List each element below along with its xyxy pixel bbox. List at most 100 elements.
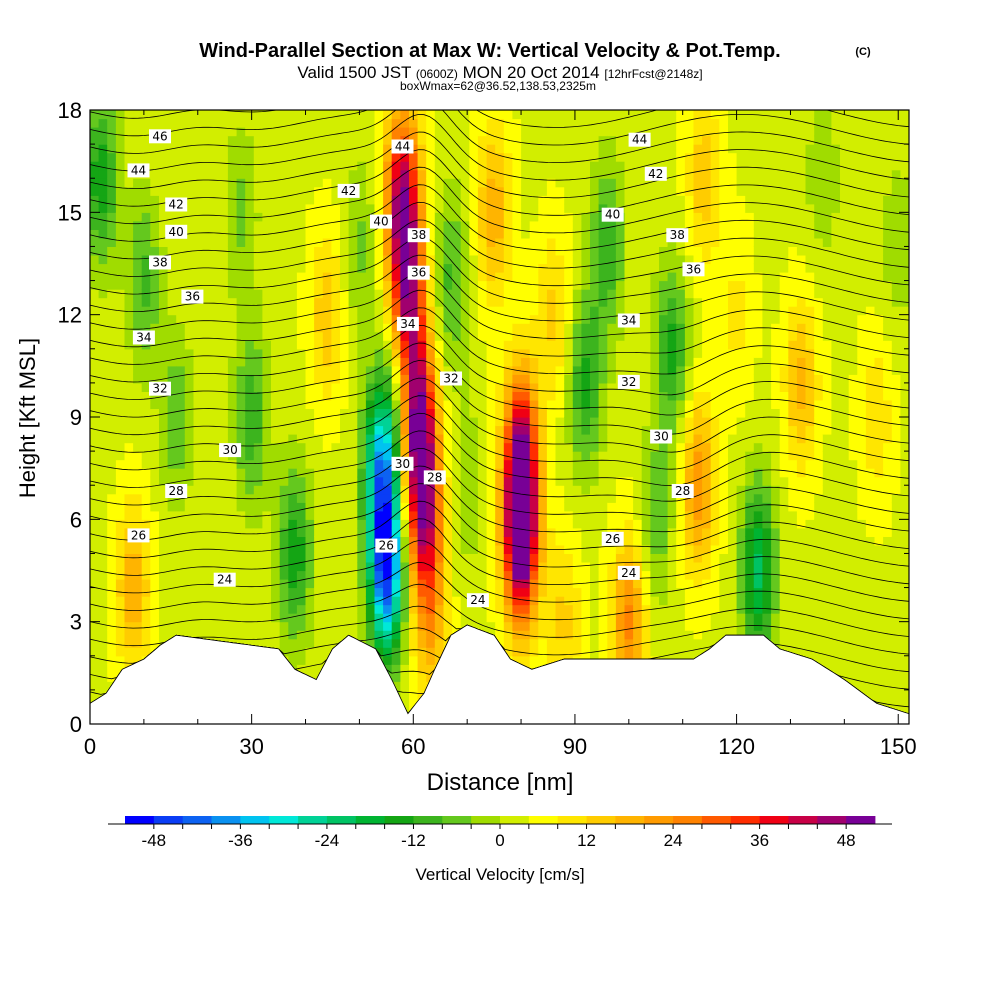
velocity-cell: [400, 425, 410, 435]
velocity-cell: [219, 340, 229, 350]
velocity-cell: [495, 374, 505, 384]
velocity-cell: [245, 127, 255, 137]
velocity-cell: [581, 178, 591, 188]
velocity-cell: [331, 110, 341, 120]
velocity-cell: [331, 314, 341, 324]
velocity-cell: [202, 229, 212, 239]
velocity-cell: [538, 655, 548, 665]
velocity-cell: [555, 596, 565, 606]
velocity-cell: [641, 323, 651, 333]
velocity-cell: [305, 220, 315, 230]
velocity-cell: [615, 178, 626, 188]
velocity-cell: [90, 485, 100, 495]
velocity-cell: [572, 596, 582, 606]
velocity-cell: [443, 510, 453, 520]
velocity-cell: [176, 263, 186, 273]
velocity-cell: [650, 314, 660, 324]
velocity-cell: [271, 630, 281, 640]
velocity-cell: [572, 289, 582, 299]
velocity-cell: [409, 553, 419, 563]
velocity-cell: [271, 485, 281, 495]
velocity-cell: [512, 399, 522, 409]
velocity-cell: [667, 169, 677, 179]
velocity-cell: [521, 621, 531, 631]
velocity-cell: [305, 655, 315, 665]
velocity-cell: [426, 246, 436, 256]
velocity-cell: [512, 451, 522, 461]
velocity-cell: [262, 178, 272, 188]
velocity-cell: [159, 178, 169, 188]
velocity-cell: [417, 340, 427, 350]
velocity-cell: [624, 246, 634, 256]
velocity-cell: [184, 468, 194, 478]
velocity-cell: [434, 587, 444, 597]
velocity-cell: [271, 280, 281, 290]
velocity-cell: [288, 203, 298, 213]
velocity-cell: [253, 289, 263, 299]
velocity-cell: [572, 135, 582, 145]
velocity-cell: [555, 553, 565, 563]
velocity-cell: [503, 476, 513, 486]
velocity-cell: [495, 323, 505, 333]
velocity-cell: [572, 161, 582, 171]
velocity-cell: [607, 562, 617, 572]
velocity-cell: [529, 306, 539, 316]
velocity-cell: [107, 195, 117, 205]
velocity-cell: [409, 621, 419, 631]
velocity-cell: [262, 417, 272, 427]
velocity-cell: [176, 331, 186, 341]
velocity-cell: [538, 647, 548, 657]
velocity-cell: [245, 510, 255, 520]
velocity-cell: [90, 536, 100, 546]
velocity-cell: [495, 186, 505, 196]
velocity-cell: [486, 502, 496, 512]
velocity-cell: [159, 510, 169, 520]
velocity-cell: [641, 562, 651, 572]
velocity-cell: [641, 220, 651, 230]
velocity-cell: [409, 425, 419, 435]
velocity-cell: [477, 255, 488, 265]
velocity-cell: [340, 220, 350, 230]
velocity-cell: [521, 306, 531, 316]
velocity-cell: [590, 527, 600, 537]
velocity-cell: [676, 553, 686, 563]
velocity-cell: [245, 212, 255, 222]
velocity-cell: [90, 374, 100, 384]
velocity-cell: [271, 434, 281, 444]
velocity-cell: [245, 493, 255, 503]
velocity-cell: [469, 144, 479, 154]
velocity-cell: [167, 212, 177, 222]
velocity-cell: [641, 237, 651, 247]
velocity-cell: [210, 186, 220, 196]
velocity-cell: [236, 340, 246, 350]
velocity-cell: [305, 374, 315, 384]
velocity-cell: [193, 127, 203, 137]
velocity-cell: [684, 570, 695, 580]
velocity-cell: [227, 544, 238, 554]
velocity-cell: [443, 391, 453, 401]
velocity-cell: [624, 630, 634, 640]
velocity-cell: [253, 169, 263, 179]
velocity-cell: [555, 519, 565, 529]
velocity-cell: [365, 237, 376, 247]
velocity-cell: [659, 544, 669, 554]
velocity-cell: [426, 425, 436, 435]
velocity-cell: [529, 399, 539, 409]
velocity-cell: [460, 485, 470, 495]
velocity-cell: [659, 220, 669, 230]
velocity-cell: [184, 178, 194, 188]
velocity-cell: [503, 493, 513, 503]
velocity-cell: [555, 630, 565, 640]
velocity-cell: [262, 536, 272, 546]
velocity-cell: [322, 220, 332, 230]
velocity-cell: [348, 544, 358, 554]
velocity-cell: [133, 297, 143, 307]
velocity-cell: [607, 579, 617, 589]
velocity-cell: [219, 135, 229, 145]
velocity-cell: [141, 579, 151, 589]
velocity-cell: [434, 434, 444, 444]
velocity-cell: [271, 442, 281, 452]
velocity-cell: [641, 579, 651, 589]
velocity-cell: [245, 178, 255, 188]
velocity-cell: [555, 306, 565, 316]
